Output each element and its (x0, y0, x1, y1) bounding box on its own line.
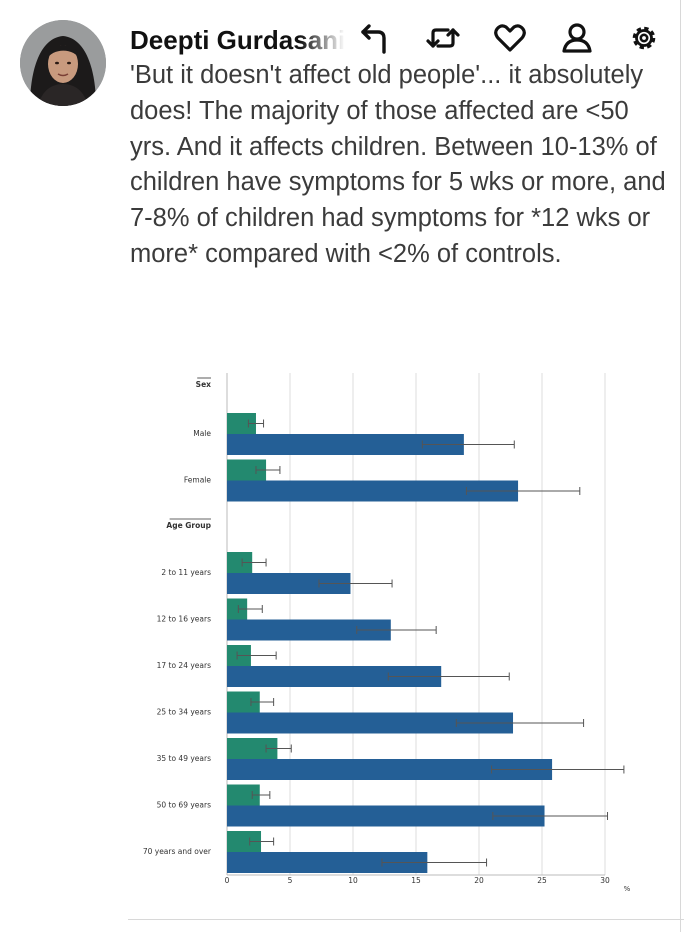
bar-green (227, 738, 278, 759)
bar-green (227, 459, 267, 481)
x-tick-label: 25 (537, 876, 547, 885)
bottom-divider (128, 919, 684, 920)
bar-blue (227, 434, 464, 455)
x-tick-label: 20 (474, 876, 484, 885)
chart-svg: 0 5 10 15 20 25 30% Sex Male Female Age Group 2 to … (143, 373, 631, 893)
x-tick-label: 10 (348, 876, 358, 885)
category-label: 70 years and over (143, 847, 212, 856)
category-label: 12 to 16 years (157, 615, 212, 624)
x-tick-label: 0 (225, 876, 230, 885)
author-name-fade (300, 24, 356, 56)
category-label: 2 to 11 years (161, 568, 211, 577)
profile-button[interactable] (557, 18, 597, 58)
avatar-image (20, 20, 106, 106)
profile-icon (562, 23, 592, 53)
bar-green (227, 831, 262, 852)
author-avatar[interactable] (20, 20, 106, 106)
bar-chart: 0 5 10 15 20 25 30% Sex Male Female Age Group 2 to … (133, 367, 643, 897)
bar-blue (227, 666, 442, 687)
category-label: 25 to 34 years (157, 708, 212, 717)
reply-button[interactable] (356, 18, 396, 58)
bar-green (227, 691, 260, 713)
bar-blue (227, 480, 519, 502)
section-heading: Age Group (166, 521, 211, 530)
category-label: 35 to 49 years (157, 754, 212, 763)
panel-border (680, 0, 681, 932)
bar-blue (227, 852, 428, 873)
retweet-icon (426, 28, 460, 48)
x-unit-label: % (624, 885, 631, 893)
category-label: Female (184, 476, 212, 485)
category-label: Male (193, 429, 211, 438)
bar-blue (227, 712, 514, 734)
retweet-button[interactable] (423, 18, 463, 58)
post-actions (356, 18, 664, 58)
bar-blue (227, 759, 553, 780)
bar-blue (227, 619, 391, 641)
bar-green (227, 413, 256, 434)
bar-green (227, 598, 248, 620)
bar-blue (227, 805, 545, 827)
section-heading: Sex (196, 380, 211, 389)
bar-green (227, 552, 253, 573)
x-tick-label: 30 (600, 876, 610, 885)
bar-blue (227, 573, 351, 594)
reply-icon (361, 24, 386, 54)
like-button[interactable] (490, 18, 530, 58)
x-tick-label: 5 (288, 876, 293, 885)
like-icon (494, 24, 526, 52)
x-tick-label: 15 (411, 876, 421, 885)
post-text: 'But it doesn't affect old people'... it… (130, 61, 666, 268)
category-label: 50 to 69 years (157, 801, 212, 810)
settings-button[interactable] (624, 18, 664, 58)
category-label: 17 to 24 years (157, 661, 212, 670)
settings-icon (632, 26, 656, 50)
bar-green (227, 784, 260, 806)
